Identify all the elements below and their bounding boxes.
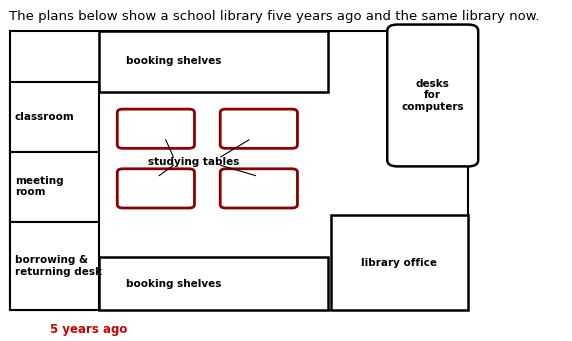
Bar (10, 222, 99, 310)
Text: library office: library office (362, 257, 437, 268)
Text: classroom: classroom (15, 112, 74, 122)
Text: studying tables: studying tables (148, 157, 239, 167)
Text: meeting
room: meeting room (15, 176, 63, 197)
Bar (99, 31, 328, 92)
FancyBboxPatch shape (117, 169, 194, 208)
FancyBboxPatch shape (117, 109, 194, 148)
Text: booking shelves: booking shelves (126, 56, 222, 66)
Bar (10, 152, 99, 222)
FancyBboxPatch shape (387, 25, 478, 166)
Text: borrowing &
returning desk: borrowing & returning desk (15, 255, 102, 277)
Text: 5 years ago: 5 years ago (50, 323, 128, 336)
Bar (331, 215, 468, 310)
Text: The plans below show a school library five years ago and the same library now.: The plans below show a school library fi… (9, 10, 539, 23)
Text: desks
for
computers: desks for computers (402, 79, 464, 112)
Text: booking shelves: booking shelves (126, 279, 222, 289)
Bar (10, 82, 99, 152)
FancyBboxPatch shape (220, 169, 297, 208)
Bar (99, 257, 328, 310)
Bar (10, 31, 468, 310)
FancyBboxPatch shape (220, 109, 297, 148)
